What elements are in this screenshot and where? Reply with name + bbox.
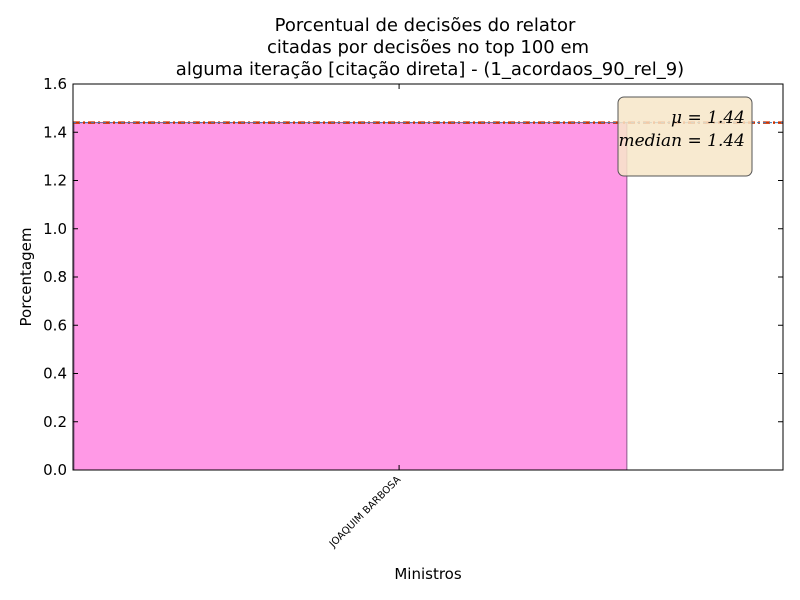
y-tick-label: 0.0	[43, 461, 67, 479]
y-tick-label: 0.8	[43, 268, 67, 286]
chart-title-line-1: Porcentual de decisões do relator	[275, 15, 576, 36]
y-tick-label: 1.0	[43, 220, 67, 238]
stats-box-background	[617, 96, 753, 177]
y-tick-label: 1.4	[43, 123, 67, 141]
bars-group	[73, 122, 628, 471]
chart-title-line-2: citadas por decisões no top 100 em	[267, 37, 589, 58]
y-tick-label: 1.2	[43, 172, 67, 190]
bar-joaquim-barbosa	[73, 122, 628, 471]
stats-median-text: median = 1.44	[619, 131, 746, 151]
y-axis: 0.0 0.2 0.4 0.6 0.8 1.0 1.2 1.4 1.6	[43, 75, 783, 479]
chart-title: Porcentual de decisões do relator citada…	[176, 15, 684, 80]
y-axis-label: Porcentagem	[17, 228, 35, 327]
x-axis-label: Ministros	[394, 565, 461, 583]
y-tick-label: 0.2	[43, 413, 67, 431]
stats-mean-text: μ = 1.44	[671, 108, 745, 128]
stats-box: μ = 1.44 median = 1.44	[617, 96, 753, 177]
y-tick-label: 0.4	[43, 365, 67, 383]
y-tick-label: 1.6	[43, 75, 67, 93]
chart-title-line-3: alguma iteração [citação direta] - (1_ac…	[176, 59, 684, 80]
y-tick-label: 0.6	[43, 316, 67, 334]
x-tick-label: JOAQUIM BARBOSA	[327, 474, 403, 550]
